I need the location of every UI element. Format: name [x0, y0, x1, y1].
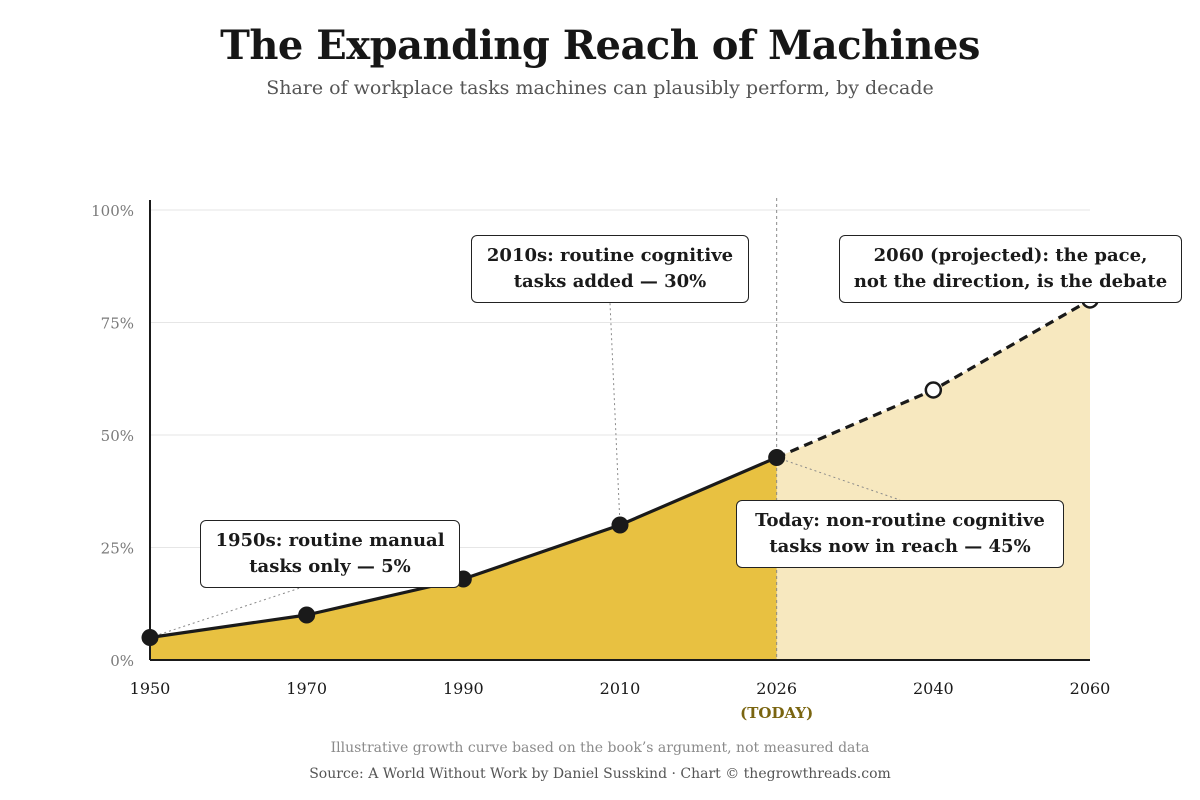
x-tick-label-2060: 2060: [1070, 679, 1111, 698]
data-point-2026: [768, 449, 786, 466]
annotation-2010s: 2010s: routine cognitive tasks added — 3…: [471, 235, 749, 303]
y-tick-label-100: 100%: [91, 202, 134, 220]
y-tick-label-50: 50%: [101, 427, 134, 445]
x-tick-label-1970: 1970: [286, 679, 327, 698]
y-tick-label-25: 25%: [101, 540, 134, 558]
today-label: (TODAY): [740, 704, 813, 722]
data-point-2010: [611, 516, 629, 534]
projected-area: [776, 300, 1090, 660]
annotation-1950s: 1950s: routine manual tasks only — 5%: [200, 520, 460, 588]
annotation-1950s-line-1: 1950s: routine manual: [215, 530, 445, 551]
y-tick-label-75: 75%: [101, 315, 134, 333]
data-point-1970: [298, 606, 316, 624]
chart-subtitle: Share of workplace tasks machines can pl…: [266, 77, 934, 99]
annotation-leader-a2026: [776, 457, 901, 501]
x-tick-label-2010: 2010: [600, 679, 641, 698]
annotation-today: Today: non-routine cognitive tasks now i…: [736, 500, 1064, 568]
data-point-1950: [141, 629, 159, 646]
x-tick-label-1990: 1990: [443, 679, 484, 698]
annotation-2060-line-1: 2060 (projected): the pace,: [873, 245, 1148, 266]
annotation-1950s-line-2: tasks only — 5%: [249, 556, 411, 577]
chart-source: Source: A World Without Work by Daniel S…: [309, 766, 891, 782]
annotation-2060-line-2: not the direction, is the debate: [853, 271, 1168, 292]
annotation-2010s-line-1: 2010s: routine cognitive: [486, 245, 734, 266]
chart-note: Illustrative growth curve based on the b…: [330, 740, 870, 756]
annotation-leader-a2010: [609, 302, 621, 526]
y-tick-label-0: 0%: [110, 652, 134, 670]
annotation-leader-a1950: [149, 587, 301, 638]
annotation-2060: 2060 (projected): the pace, not the dire…: [839, 235, 1182, 303]
chart-title: The Expanding Reach of Machines: [220, 22, 980, 69]
annotation-2010s-line-2: tasks added — 30%: [513, 271, 707, 292]
x-tick-label-1950: 1950: [130, 679, 171, 698]
projected-point-2040: [924, 381, 943, 399]
actual-area: [150, 457, 777, 660]
annotation-today-line-1: Today: non-routine cognitive: [755, 510, 1045, 531]
annotation-today-line-2: tasks now in reach — 45%: [769, 536, 1031, 557]
x-tick-label-2026: 2026: [756, 679, 797, 698]
x-tick-label-2040: 2040: [913, 679, 954, 698]
